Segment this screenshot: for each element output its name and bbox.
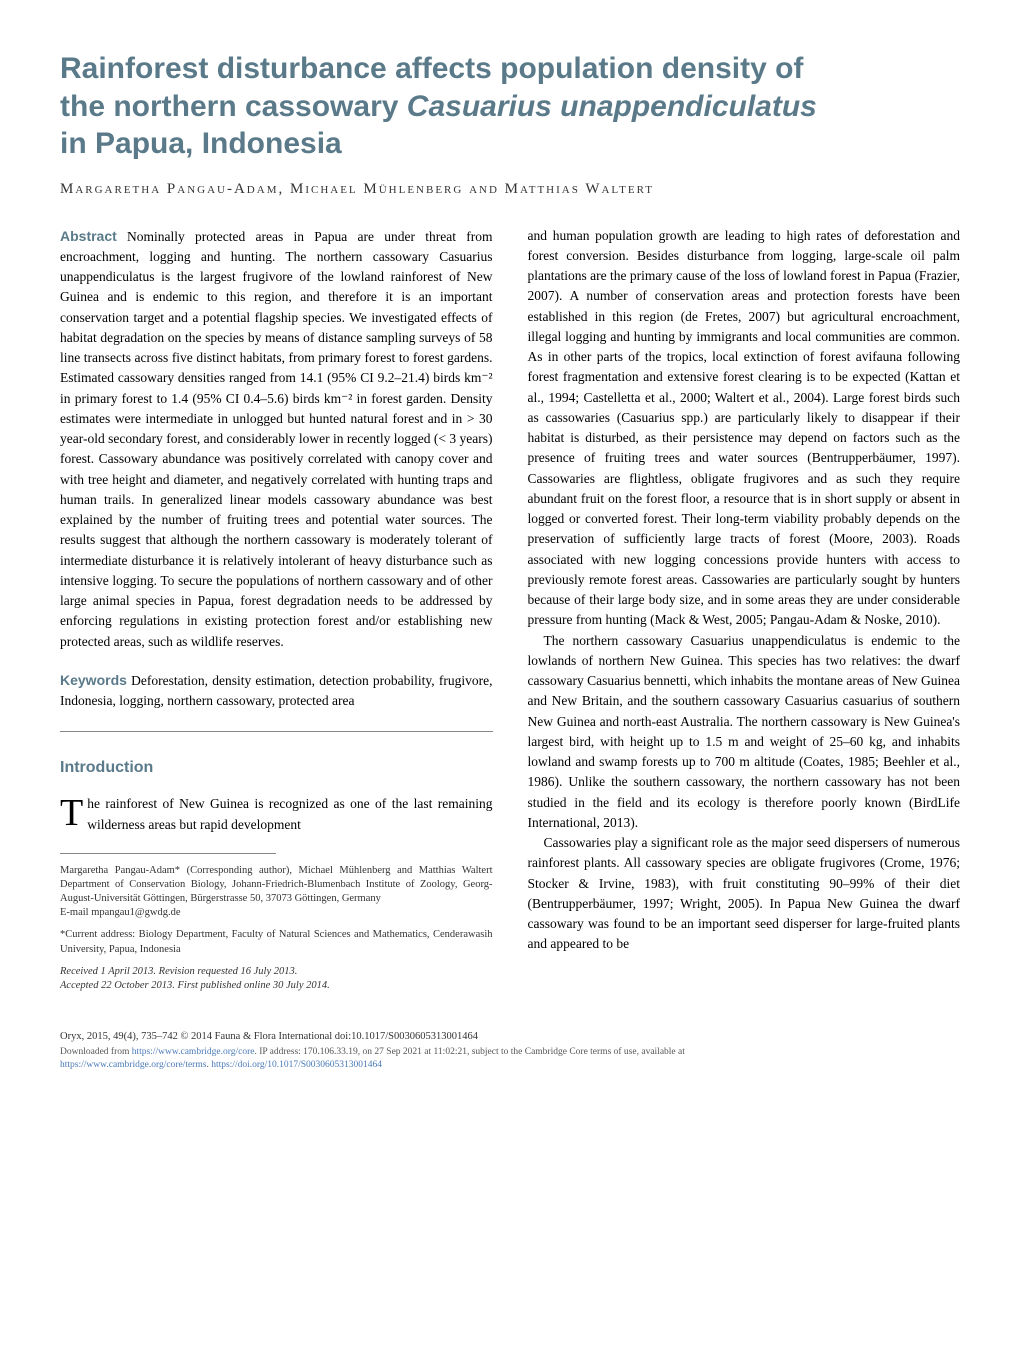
affiliation-p2: *Current address: Biology Department, Fa…	[60, 928, 493, 956]
col2-p1: and human population growth are leading …	[528, 226, 961, 631]
affiliation-divider	[60, 853, 276, 854]
introduction-text: The rainforest of New Guinea is recogniz…	[60, 794, 493, 835]
col2-p2: The northern cassowary Casuarius unappen…	[528, 631, 961, 834]
footer-link3[interactable]: https://doi.org/10.1017/S003060531300146…	[211, 1060, 382, 1070]
abstract-block: Abstract Nominally protected areas in Pa…	[60, 226, 493, 652]
article-title: Rainforest disturbance affects populatio…	[60, 50, 960, 163]
footer-download-info: Downloaded from https://www.cambridge.or…	[60, 1046, 960, 1073]
footer-citation: Oryx, 2015, 49(4), 735–742 © 2014 Fauna …	[60, 1031, 960, 1042]
keywords-label: Keywords	[60, 672, 127, 688]
left-column: Abstract Nominally protected areas in Pa…	[60, 226, 493, 1002]
abstract-label: Abstract	[60, 228, 117, 244]
affiliation-p3: Received 1 April 2013. Revision requeste…	[60, 966, 297, 977]
divider-line	[60, 731, 493, 732]
keywords-block: Keywords Deforestation, density estimati…	[60, 670, 493, 712]
title-line3: in Papua, Indonesia	[60, 127, 342, 160]
authors-line: Margaretha Pangau-Adam, Michael Mühlenbe…	[60, 181, 960, 198]
intro-dropcap: T	[60, 794, 87, 828]
abstract-text: Nominally protected areas in Papua are u…	[60, 229, 493, 649]
two-column-layout: Abstract Nominally protected areas in Pa…	[60, 226, 960, 1002]
col2-p3: Cassowaries play a significant role as t…	[528, 833, 961, 955]
intro-body: he rainforest of New Guinea is recognize…	[87, 796, 492, 831]
title-line1: Rainforest disturbance affects populatio…	[60, 52, 803, 85]
authors-text: Margaretha Pangau-Adam, Michael Mühlenbe…	[60, 181, 654, 197]
footer-block: Oryx, 2015, 49(4), 735–742 © 2014 Fauna …	[60, 1031, 960, 1073]
footer-dl1: Downloaded from	[60, 1047, 132, 1057]
affiliation-block: Margaretha Pangau-Adam* (Corresponding a…	[60, 864, 493, 993]
introduction-heading: Introduction	[60, 756, 493, 780]
affiliation-p4: Accepted 22 October 2013. First publishe…	[60, 980, 330, 991]
footer-link1[interactable]: https://www.cambridge.org/core	[132, 1047, 255, 1057]
right-column: and human population growth are leading …	[528, 226, 961, 1002]
affiliation-p1: Margaretha Pangau-Adam* (Corresponding a…	[60, 865, 493, 904]
title-line2-plain: the northern cassowary	[60, 90, 407, 123]
footer-link2[interactable]: https://www.cambridge.org/core/terms	[60, 1060, 206, 1070]
affiliation-email: E-mail mpangau1@gwdg.de	[60, 907, 180, 918]
footer-dl2: . IP address: 170.106.33.19, on 27 Sep 2…	[254, 1047, 684, 1057]
title-line2-italic: Casuarius unappendiculatus	[407, 90, 817, 123]
